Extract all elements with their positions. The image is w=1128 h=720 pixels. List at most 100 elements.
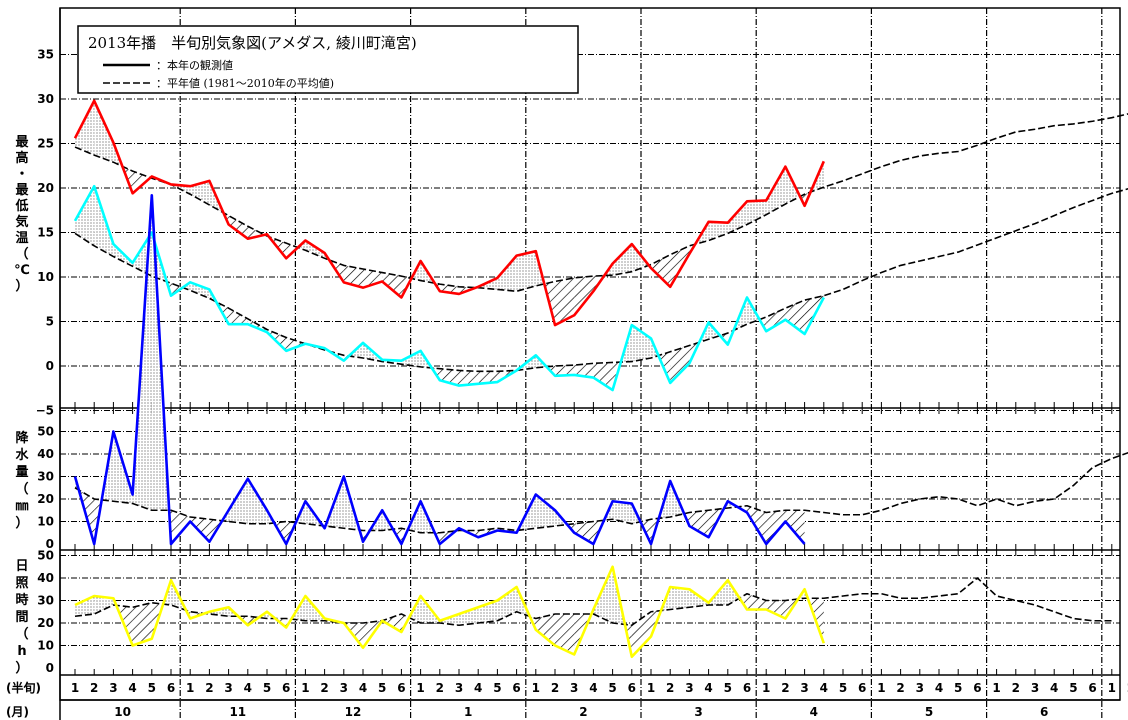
halfmonth-tick: 4: [820, 681, 828, 695]
above-normal-fill: [747, 200, 767, 225]
halfmonth-tick: 5: [724, 681, 732, 695]
halfmonth-tick: 1: [1108, 681, 1116, 695]
halfmonth-tick: 2: [1127, 681, 1128, 695]
halfmonth-tick: 3: [109, 681, 117, 695]
below-normal-fill: [593, 362, 613, 391]
below-normal-fill: [766, 600, 786, 619]
sunshine-observed-line: [74, 565, 826, 659]
above-normal-fill: [593, 566, 613, 623]
above-normal-fill: [75, 596, 95, 617]
sunshine-normal-line: [74, 577, 1112, 627]
month-label: 6: [1040, 705, 1048, 719]
halfmonth-tick: 4: [244, 681, 252, 695]
precip-ytick: 0: [46, 537, 54, 551]
temp-ytick: 35: [37, 48, 54, 62]
below-normal-fill: [747, 593, 767, 610]
above-normal-fill: [190, 282, 210, 299]
above-normal-fill: [535, 494, 555, 529]
halfmonth-tick: 1: [992, 681, 1000, 695]
halfmonth-tick: 3: [685, 681, 693, 695]
below-normal-fill: [785, 300, 805, 334]
precip-ylabel-char: 量: [15, 465, 28, 480]
sunshine-ytick: 10: [37, 639, 54, 653]
sunshine-ylabel-char: 時: [15, 592, 28, 608]
halfmonth-tick: 5: [378, 681, 386, 695]
halfmonth-tick: 1: [186, 681, 194, 695]
below-normal-fill: [228, 215, 248, 239]
month-label: 5: [925, 705, 933, 719]
halfmonth-tick: 5: [493, 681, 501, 695]
halfmonth-tick: 6: [282, 681, 290, 695]
month-label: 1: [464, 705, 472, 719]
above-normal-fill: [247, 478, 267, 524]
halfmonth-tick: 3: [455, 681, 463, 695]
below-normal-fill: [555, 277, 575, 326]
sunshine-ytick: 20: [37, 616, 54, 630]
below-normal-fill: [459, 370, 479, 386]
above-normal-fill: [228, 478, 248, 524]
halfmonth-tick: 3: [570, 681, 578, 695]
halfmonth-tick: 6: [743, 681, 751, 695]
halfmonth-tick: 2: [551, 681, 559, 695]
above-normal-fill: [708, 221, 728, 241]
temp-ylabel-char: （: [15, 246, 28, 262]
temp-max-observed-line: [73, 99, 825, 327]
series-lines: [73, 99, 1128, 659]
halfmonth-tick: 6: [973, 681, 981, 695]
below-normal-fill: [382, 272, 402, 298]
legend-label-observed: ：本年の観測値: [156, 58, 233, 72]
below-normal-fill: [766, 308, 786, 332]
precip-ylabel-char: ㎜: [15, 499, 28, 514]
precip-ylabel-char: （: [15, 481, 28, 497]
below-normal-fill: [363, 268, 383, 288]
above-normal-fill: [75, 186, 95, 246]
halfmonth-tick: 5: [148, 681, 156, 695]
temp-max-normal-line: [74, 113, 1128, 293]
sunshine-ylabel-char: ）: [15, 660, 28, 676]
halfmonth-tick: 5: [954, 681, 962, 695]
above-normal-fill: [94, 596, 114, 614]
temp-ylabel-char: ℃: [14, 263, 30, 278]
halfmonth-tick: 2: [320, 681, 328, 695]
above-normal-fill: [94, 100, 114, 163]
below-normal-fill: [171, 510, 191, 544]
above-normal-fill: [670, 587, 690, 610]
month-label: 12: [345, 705, 362, 719]
sunshine-ytick: 50: [37, 549, 54, 563]
chart-title: 2013年播 半旬別気象図(アメダス, 綾川町滝宮): [88, 34, 417, 52]
below-normal-fill: [574, 521, 594, 544]
above-normal-fill: [612, 244, 632, 276]
halfmonth-tick: 6: [167, 681, 175, 695]
temp-min-normal-line: [74, 188, 1128, 373]
precip-ytick: 40: [37, 447, 54, 461]
halfmonth-tick: 2: [1012, 681, 1020, 695]
sunshine-ylabel-char: 間: [15, 610, 28, 625]
below-normal-fill: [132, 602, 152, 646]
below-normal-fill: [535, 614, 555, 646]
halfmonth-tick: 2: [666, 681, 674, 695]
precip-observed-line: [73, 193, 806, 546]
below-normal-fill: [670, 345, 690, 383]
halfmonth-tick: 2: [90, 681, 98, 695]
legend-box: 2013年播 半旬別気象図(アメダス, 綾川町滝宮) ：本年の観測値 ：平年値 …: [77, 25, 579, 94]
halfmonth-tick: 6: [858, 681, 866, 695]
halfmonth-tick: 2: [205, 681, 213, 695]
above-normal-fill: [190, 180, 210, 205]
halfmonth-tick: 1: [301, 681, 309, 695]
above-normal-fill: [75, 100, 95, 156]
above-normal-fill: [727, 201, 747, 234]
below-normal-fill: [286, 337, 306, 351]
above-normal-fill: [612, 501, 632, 524]
below-normal-fill: [382, 614, 402, 632]
above-normal-fill: [497, 255, 517, 292]
halfmonth-tick: 6: [397, 681, 405, 695]
legend-label-normal: ：平年値 (1981〜2010年の平均値): [156, 76, 334, 90]
halfmonth-tick: 1: [71, 681, 79, 695]
temp-ytick: 15: [37, 226, 54, 240]
halfmonth-tick: 1: [416, 681, 424, 695]
temp-ylabel-char: 温: [15, 231, 28, 246]
precip-ytick: 20: [37, 492, 54, 506]
above-normal-fill: [401, 350, 421, 367]
below-normal-fill: [631, 611, 651, 657]
